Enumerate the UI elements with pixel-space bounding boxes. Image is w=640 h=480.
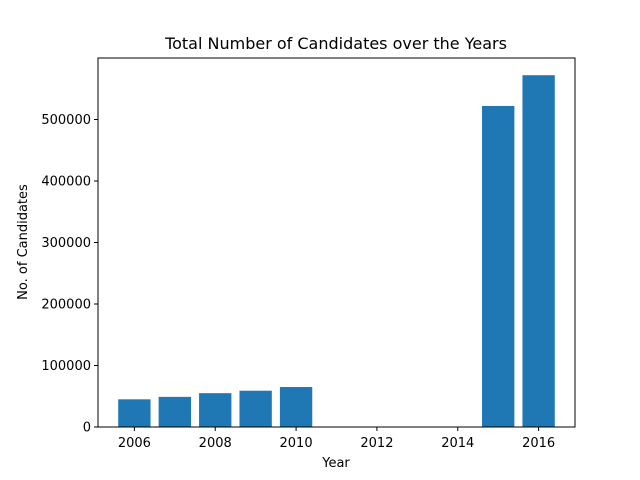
bar-2006 [118, 399, 151, 427]
x-axis-ticks: 2006 2008 2010 2012 2014 2016 [118, 427, 555, 451]
bar-2015 [482, 105, 515, 427]
y-tick-label-400000: 400000 [41, 175, 91, 190]
x-tick-label-2014: 2014 [441, 436, 474, 451]
y-axis-ticks: 0 100000 200000 300000 400000 500000 [41, 113, 98, 436]
x-tick-label-2016: 2016 [522, 436, 555, 451]
y-tick-label-200000: 200000 [41, 298, 91, 313]
x-tick-label-2010: 2010 [280, 436, 313, 451]
chart-title: Total Number of Candidates over the Year… [164, 34, 507, 53]
bar-2016 [522, 75, 555, 427]
y-axis-label: No. of Candidates [16, 184, 31, 300]
bar-2007 [158, 396, 191, 427]
x-axis-label: Year [321, 456, 350, 471]
bar-2008 [199, 393, 232, 427]
bars-group [118, 75, 555, 427]
y-tick-label-500000: 500000 [41, 113, 91, 128]
x-tick-label-2012: 2012 [360, 436, 393, 451]
y-tick-label-0: 0 [83, 421, 91, 436]
x-tick-label-2006: 2006 [118, 436, 151, 451]
x-tick-label-2008: 2008 [199, 436, 232, 451]
y-tick-label-300000: 300000 [41, 236, 91, 251]
bar-2010 [279, 387, 313, 427]
y-tick-label-100000: 100000 [41, 359, 91, 374]
bar-2009 [239, 390, 272, 427]
